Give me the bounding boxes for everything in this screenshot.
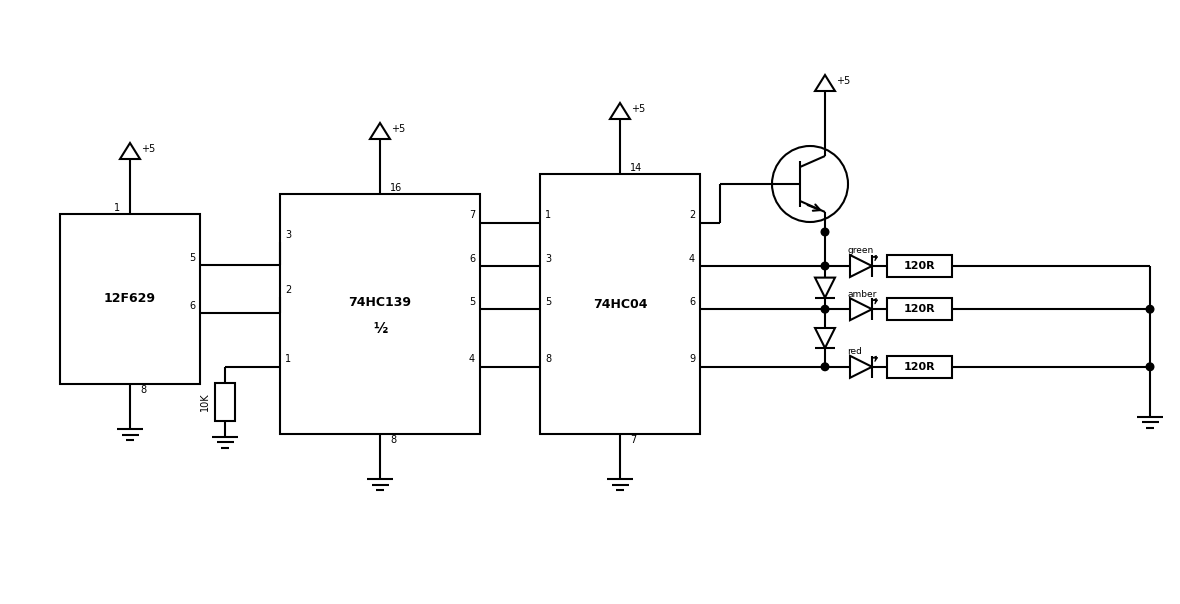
Text: 5: 5 [468,297,476,307]
Polygon shape [815,278,835,298]
Bar [60,214,199,384]
Circle shape [821,262,828,270]
Text: 3: 3 [545,254,551,263]
Text: 9: 9 [689,355,695,364]
Polygon shape [850,255,872,277]
Text: +5: +5 [391,124,405,135]
Text: +5: +5 [631,104,645,114]
Bar [887,356,952,378]
Text: 120R: 120R [904,304,936,314]
Text: 5: 5 [545,297,551,307]
Circle shape [821,306,828,313]
Text: 7: 7 [630,435,636,445]
Text: 3: 3 [286,230,291,240]
Polygon shape [850,356,872,378]
Circle shape [1146,363,1154,371]
Text: amber: amber [847,289,877,298]
Text: 8: 8 [545,355,551,364]
Text: 4: 4 [468,355,476,364]
Bar [887,298,952,320]
Text: 12F629: 12F629 [104,292,156,306]
Text: 1: 1 [114,203,120,213]
Polygon shape [371,123,391,139]
Polygon shape [815,75,835,91]
Text: 8: 8 [140,385,146,395]
Text: 6: 6 [468,254,476,263]
Circle shape [1146,306,1154,313]
Polygon shape [815,328,835,348]
Text: 1: 1 [286,355,291,364]
Polygon shape [610,103,630,119]
Text: 2: 2 [286,284,291,295]
Text: green: green [847,246,873,255]
Text: red: red [847,347,861,356]
Text: 2: 2 [689,210,695,220]
Bar [887,255,952,277]
Text: 120R: 120R [904,261,936,271]
Text: 1: 1 [545,210,551,220]
Text: 8: 8 [391,435,396,445]
Text: 6: 6 [689,297,695,307]
Text: 5: 5 [189,253,195,263]
Text: +5: +5 [140,144,155,155]
Bar [280,194,480,434]
Text: 14: 14 [630,163,642,173]
Bar [215,383,235,421]
Text: 74HC139: 74HC139 [348,295,412,309]
Text: 16: 16 [391,183,402,193]
Text: 74HC04: 74HC04 [592,298,648,310]
Text: ½: ½ [373,322,387,336]
Bar [540,174,700,434]
Text: 120R: 120R [904,362,936,372]
Polygon shape [120,143,140,159]
Text: 7: 7 [468,210,476,220]
Circle shape [821,363,828,371]
Text: 6: 6 [189,301,195,310]
Circle shape [821,228,828,236]
Text: 10K: 10K [199,393,210,411]
Text: 4: 4 [689,254,695,263]
Polygon shape [850,298,872,320]
Text: +5: +5 [835,76,850,86]
